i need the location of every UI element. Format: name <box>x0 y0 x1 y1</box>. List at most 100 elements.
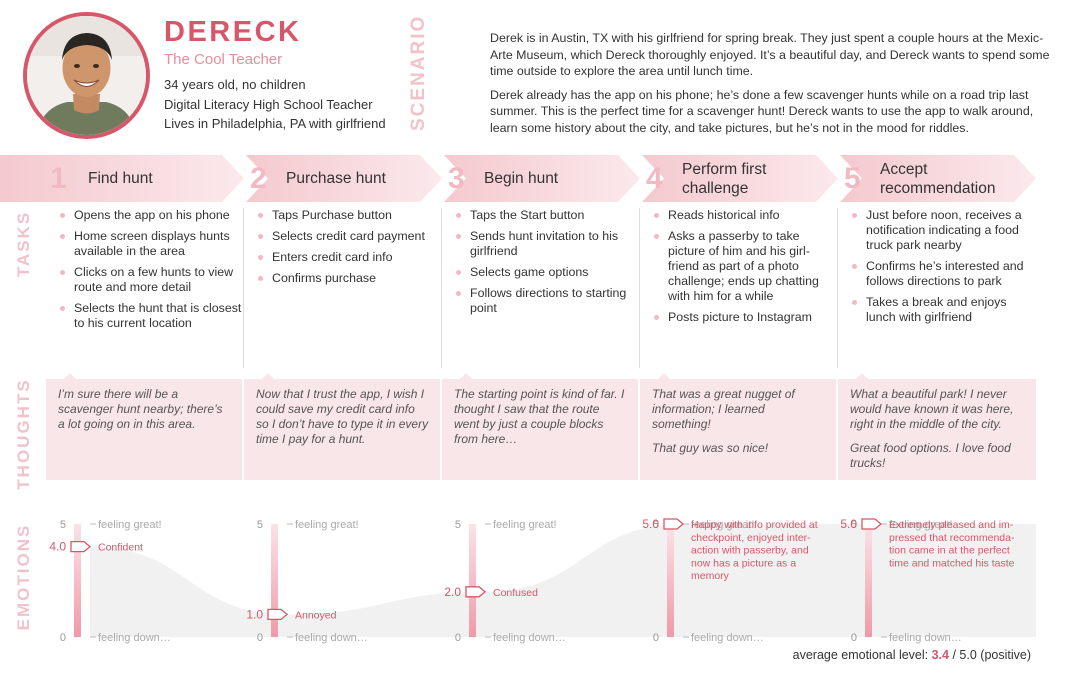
thought-bubble-2: Now that I trust the app, I wish I could… <box>244 379 440 480</box>
task-item: Reads historical info <box>652 208 837 223</box>
emotion-marker <box>465 586 487 598</box>
row-label-thoughts: THOUGHTS <box>14 378 33 490</box>
persona-photo <box>23 12 150 139</box>
persona-fact: 34 years old, no children <box>164 77 306 92</box>
scale-top-text: feeling great! <box>98 519 162 531</box>
persona-fact: Lives in Philadelphia, PA with girlfrien… <box>164 116 386 131</box>
task-item: Selects credit card payment <box>256 229 441 244</box>
emotion-marker <box>663 518 685 530</box>
thought-text: The starting point is kind of far. I tho… <box>454 387 625 446</box>
step-title: Find hunt <box>88 170 153 187</box>
emotion-label: Annoyed <box>295 609 337 621</box>
scenario-label: SCENARIO <box>408 14 429 131</box>
task-item: Enters credit card info <box>256 250 441 265</box>
emotion-label: time and matched his taste <box>889 557 1015 569</box>
task-item: Confirms he’s interested and follows dir… <box>850 259 1036 289</box>
step-banner-segment <box>444 155 640 202</box>
task-item: Selects the hunt that is closest to his … <box>58 301 243 331</box>
emotion-marker <box>70 540 92 553</box>
persona-name: DERECK <box>164 16 302 48</box>
task-item: Just before noon, receives a notificatio… <box>850 208 1036 253</box>
emotion-label: memory <box>691 570 730 582</box>
step-title: Purchase hunt <box>286 170 386 187</box>
emotion-curve-area <box>90 524 1036 637</box>
emotion-marker <box>861 518 883 530</box>
persona-role: The Cool Teacher <box>164 51 283 68</box>
scale-top-text: feeling great! <box>889 519 953 531</box>
task-item: Clicks on a few hunts to view route and … <box>58 265 243 295</box>
scale-max-label: 5 <box>257 519 263 531</box>
emotion-label: action with passerby, and <box>691 545 809 557</box>
scale-min-label: 0 <box>455 632 461 644</box>
emotion-value: 4.0 <box>49 540 66 554</box>
step-title: Perform first challenge <box>682 160 766 198</box>
task-item: Selects game options <box>454 265 639 280</box>
tasks-column-4: Reads historical info Asks a passerby to… <box>652 208 838 368</box>
task-item: Taps Purchase button <box>256 208 441 223</box>
emotion-scale-bar <box>74 524 81 637</box>
task-item: Confirms purchase <box>256 271 441 286</box>
thought-text: I’m sure there will be a scavenger hunt … <box>58 387 223 431</box>
persona-facts: 34 years old, no children Digital Litera… <box>164 75 386 134</box>
thought-text: What a beautiful park! I never would hav… <box>850 387 1014 431</box>
average-value: 3.4 <box>931 648 949 662</box>
scale-max-label: 5 <box>60 519 66 531</box>
thought-bubble-3: The starting point is kind of far. I tho… <box>442 379 638 480</box>
scale-min-label: 0 <box>60 632 66 644</box>
scenario-paragraph: Derek is in Austin, TX with his girlfrie… <box>490 31 1050 79</box>
scale-max-label: 5 <box>851 519 857 531</box>
emotion-value: 1.0 <box>246 607 263 621</box>
task-item: Sends hunt invitation to his girlfriend <box>454 229 639 259</box>
thought-bubble-5: What a beautiful park! I never would hav… <box>838 379 1036 480</box>
row-label-tasks: TASKS <box>14 210 33 278</box>
task-item: Opens the app on his phone <box>58 208 243 223</box>
tasks-column-5: Just before noon, receives a notificatio… <box>850 208 1036 368</box>
task-item: Posts picture to Instagram <box>652 310 837 325</box>
thought-pointer <box>856 373 868 379</box>
step-title-line: Accept <box>880 160 928 178</box>
emotion-scale-bar <box>865 524 872 637</box>
average-suffix: / 5.0 (positive) <box>952 648 1031 662</box>
emotion-label: Confident <box>98 542 143 554</box>
emotion-label: tion came in at the perfect <box>889 545 1010 557</box>
task-item: Home screen displays hunts available in … <box>58 229 243 259</box>
step-banner-segment <box>642 155 838 202</box>
emotion-label: pressed that recommenda- <box>889 532 1015 544</box>
step-2: 2 Purchase hunt <box>250 155 386 202</box>
step-title-line: recommendation <box>880 179 996 197</box>
emotion-scale-bar <box>271 524 278 637</box>
step-banner-segment <box>0 155 244 202</box>
step-title-line: Perform first <box>682 160 767 178</box>
step-number: 2 <box>250 161 267 195</box>
thought-text: Great food options. I love food trucks! <box>850 441 1011 470</box>
scenario-text: Derek is in Austin, TX with his girlfrie… <box>490 30 1050 144</box>
step-number: 1 <box>50 161 67 195</box>
scale-bottom-text: feeling down… <box>295 632 368 644</box>
scale-bottom-text: feeling down… <box>889 632 962 644</box>
scale-bottom-text: feeling down… <box>691 632 764 644</box>
emotion-value: 5.0 <box>840 517 857 531</box>
task-item: Taps the Start button <box>454 208 639 223</box>
task-item: Follows directions to starting point <box>454 286 639 316</box>
step-number: 5 <box>844 161 861 195</box>
scale-max-label: 5 <box>455 519 461 531</box>
emotion-scale-bar <box>469 524 476 637</box>
step-5: 5 Accept recommendation <box>844 155 995 202</box>
tasks-column-3: Taps the Start button Sends hunt invitat… <box>454 208 640 368</box>
scale-bottom-text: feeling down… <box>98 632 171 644</box>
step-4: 4 Perform first challenge <box>646 155 766 202</box>
persona-fact: Digital Literacy High School Teacher <box>164 96 373 112</box>
scale-top-text: feeling great! <box>295 519 359 531</box>
step-title-line: challenge <box>682 179 749 197</box>
thought-pointer <box>460 373 472 379</box>
emotion-value: 2.0 <box>444 585 461 599</box>
average-prefix: average emotional level: <box>792 648 929 662</box>
average-emotion: average emotional level: 3.4 / 5.0 (posi… <box>793 648 1031 662</box>
thought-bubble-4: That was a great nugget of information; … <box>640 379 836 480</box>
step-3: 3 Begin hunt <box>448 155 558 202</box>
scale-min-label: 0 <box>653 632 659 644</box>
steps-banner <box>0 155 1036 202</box>
scale-min-label: 0 <box>257 632 263 644</box>
emotion-marker <box>267 608 289 621</box>
emotion-label: Extremely pleased and im- <box>889 519 1014 531</box>
